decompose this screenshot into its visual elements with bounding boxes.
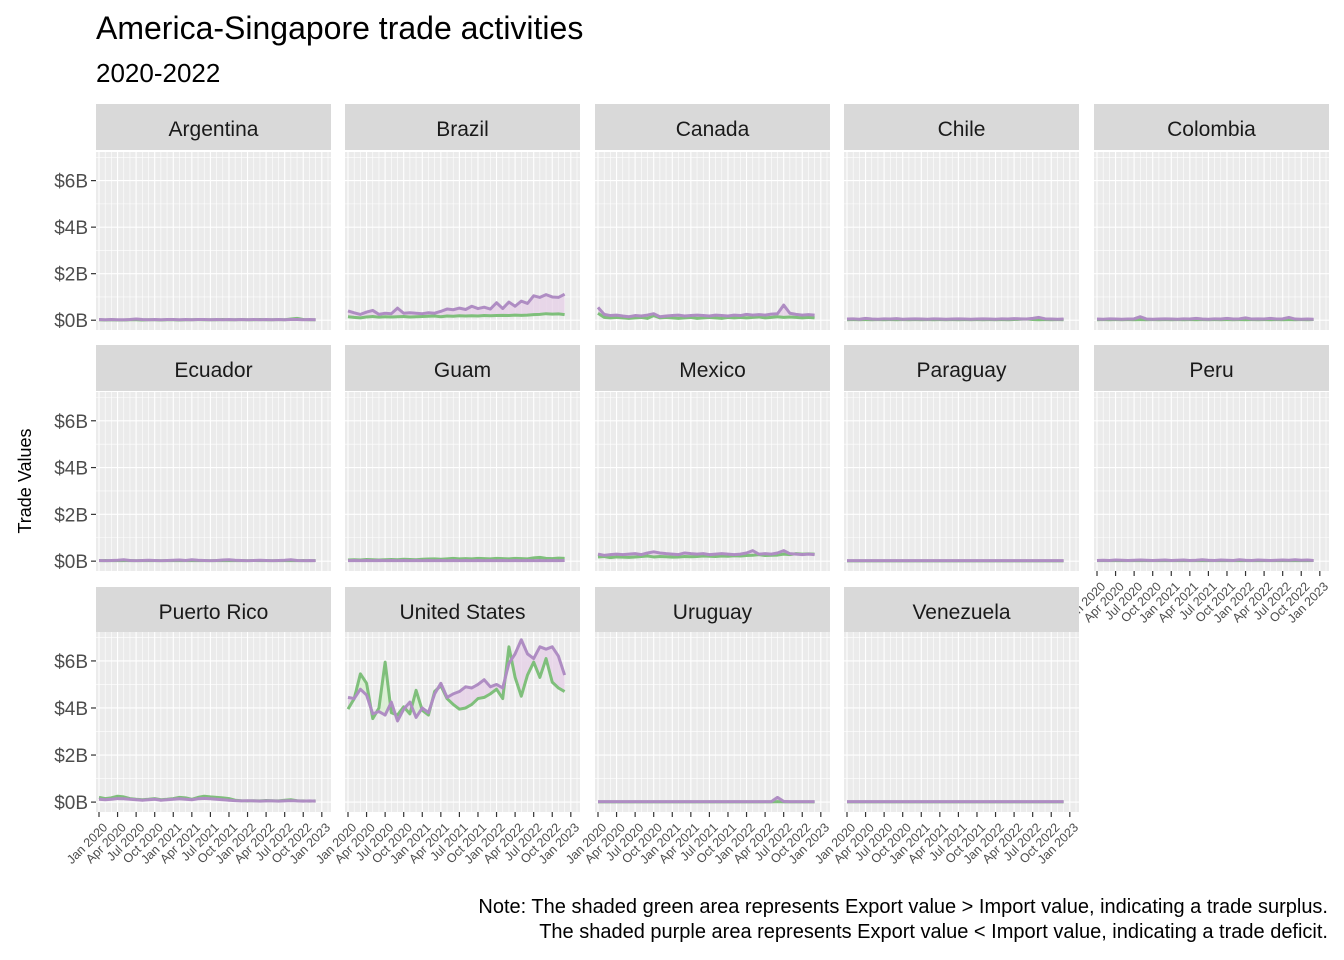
- plot-background: [844, 152, 1079, 330]
- deficit-area: [527, 295, 534, 316]
- panel-brazil: Brazil: [345, 104, 580, 330]
- strip-label: Venezuela: [912, 601, 1010, 624]
- y-tick-label: $6B: [54, 412, 88, 433]
- y-tick-label: $0B: [54, 552, 88, 573]
- deficit-area: [552, 296, 559, 315]
- strip-background: [844, 104, 1079, 150]
- deficit-area: [539, 294, 547, 315]
- strip-background: [96, 345, 331, 391]
- deficit-area: [533, 295, 540, 315]
- plot-background: [595, 632, 830, 812]
- panel-argentina: Argentina $0B $2B $4B $6B: [54, 104, 331, 332]
- strip-background: [345, 104, 580, 150]
- import-line: [98, 796, 316, 803]
- strip-background: [595, 104, 830, 150]
- import-line: [1096, 558, 1314, 562]
- strip-label: Chile: [938, 118, 986, 141]
- strip-label: Argentina: [169, 118, 259, 141]
- plot-background: [96, 632, 331, 812]
- strip-label: Paraguay: [917, 359, 1007, 382]
- plot-background: [1094, 152, 1329, 330]
- y-tick-label: $2B: [54, 265, 88, 286]
- deficit-area: [484, 679, 491, 698]
- strip-label: Mexico: [679, 359, 746, 382]
- y-axis-label: Trade Values: [15, 428, 35, 533]
- export-line: [346, 645, 566, 721]
- y-tick-label: $2B: [54, 746, 88, 767]
- import-line: [597, 549, 815, 557]
- deficit-area: [521, 301, 528, 316]
- strip-label: Uruguay: [673, 601, 753, 624]
- import-line: [347, 292, 566, 316]
- y-tick-label: $0B: [54, 311, 88, 332]
- strip-background: [345, 345, 580, 391]
- plot-background: [96, 392, 331, 571]
- y-tick-label: $6B: [54, 652, 88, 673]
- import-line: [598, 795, 815, 804]
- panel-ecuador: Ecuador $0B $2B $4B $6B: [54, 345, 331, 573]
- plot-background: [595, 392, 830, 571]
- import-line: [846, 315, 1064, 321]
- note-surplus: Note: The shaded green area represents E…: [478, 896, 1328, 918]
- y-tick-label: $6B: [54, 172, 88, 193]
- strip-label: Colombia: [1167, 118, 1256, 141]
- y-tick-label: $4B: [54, 218, 88, 239]
- strip-background: [595, 345, 830, 391]
- strip-background: [595, 587, 830, 633]
- plot-background: [595, 152, 830, 330]
- chart-title: America-Singapore trade activities: [96, 10, 584, 46]
- strip-background: [844, 345, 1079, 391]
- import-line: [347, 638, 567, 723]
- panel-paraguay: Paraguay: [844, 345, 1079, 571]
- strip-label: Ecuador: [174, 359, 252, 382]
- y-tick-label: $0B: [54, 793, 88, 814]
- y-tick-label: $4B: [54, 699, 88, 720]
- strip-label: Peru: [1189, 359, 1233, 382]
- export-line: [597, 311, 815, 320]
- deficit-area: [558, 294, 565, 315]
- plot-background: [844, 392, 1079, 571]
- plot-background: [1094, 392, 1329, 571]
- panel-chile: Chile: [844, 104, 1079, 330]
- strip-label: Canada: [676, 118, 750, 141]
- deficit-area: [515, 301, 522, 316]
- strip-label: Puerto Rico: [159, 601, 269, 624]
- strip-background: [1094, 104, 1329, 150]
- chart-subtitle: 2020-2022: [96, 58, 221, 88]
- strip-background: [1094, 345, 1329, 391]
- strip-background: [96, 104, 331, 150]
- strip-background: [844, 587, 1079, 633]
- panel-guam: Guam: [345, 345, 580, 571]
- y-tick-label: $2B: [54, 505, 88, 526]
- import-line: [98, 558, 316, 563]
- deficit-area: [459, 686, 466, 710]
- import-line: [596, 303, 815, 319]
- panel-colombia: Colombia: [1094, 104, 1329, 330]
- panel-mexico: Mexico: [595, 345, 830, 571]
- deficit-area: [465, 686, 472, 708]
- plot-background: [844, 632, 1079, 812]
- strip-background: [345, 587, 580, 633]
- deficit-area: [546, 294, 553, 315]
- note-deficit: The shaded purple area represents Export…: [539, 921, 1328, 943]
- strip-label: Brazil: [436, 118, 489, 141]
- export-line: [597, 552, 815, 560]
- strip-background: [96, 587, 331, 633]
- plot-background: [96, 152, 331, 330]
- import-line: [1096, 315, 1314, 321]
- import-line: [98, 317, 316, 322]
- export-line: [347, 312, 565, 320]
- plot-background: [345, 392, 580, 571]
- y-tick-label: $4B: [54, 459, 88, 480]
- panel-canada: Canada: [595, 104, 830, 330]
- strip-label: Guam: [434, 359, 491, 382]
- strip-label: United States: [399, 601, 525, 624]
- deficit-area: [552, 646, 559, 688]
